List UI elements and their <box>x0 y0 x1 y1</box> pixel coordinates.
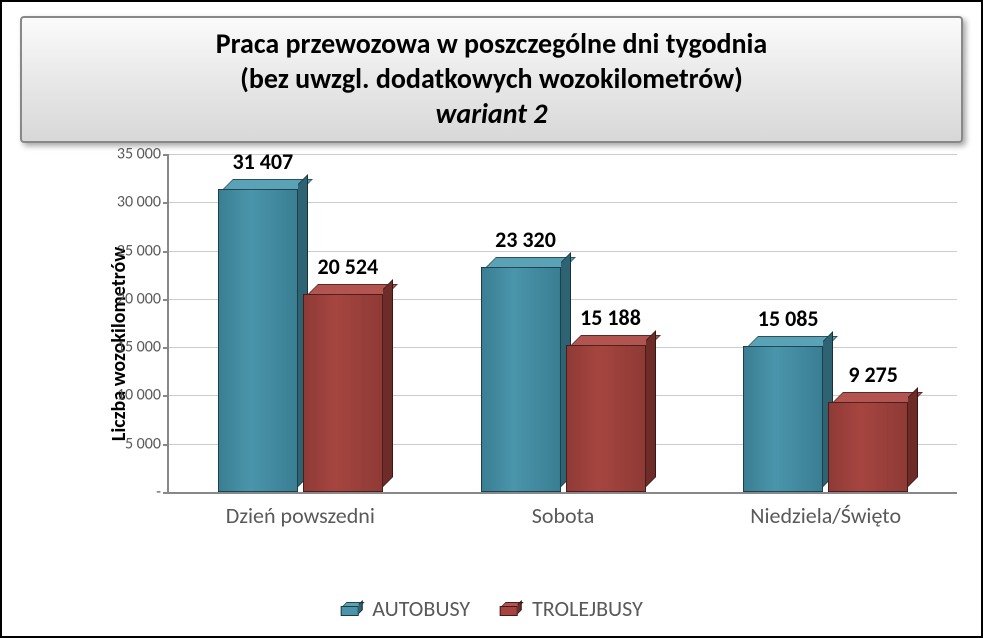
legend-item-trolejbusy: TROLEJBUSY <box>500 595 643 622</box>
y-tick-label: 15 000 <box>117 338 161 357</box>
plot-wrap: Liczba wozokilometrów -5 00010 00015 000… <box>32 154 962 534</box>
y-tick-mark <box>163 154 169 156</box>
y-tick-mark <box>163 492 169 494</box>
y-tick-mark <box>163 347 169 349</box>
y-tick-label: 10 000 <box>117 386 161 405</box>
category-label: Dzień powszedni <box>226 502 375 529</box>
legend-swatch-trolejbusy <box>500 602 524 616</box>
legend-item-autobusy: AUTOBUSY <box>340 595 470 622</box>
y-tick-label: 30 000 <box>117 193 161 212</box>
y-tick-label: 20 000 <box>117 289 161 308</box>
bar-trolejbusy-2 <box>828 402 908 492</box>
data-label: 9 275 <box>848 361 898 388</box>
data-label: 15 188 <box>580 304 641 331</box>
y-tick-label: 5 000 <box>125 434 161 453</box>
y-tick-mark <box>163 444 169 446</box>
y-tick-mark <box>163 202 169 204</box>
data-label: 23 320 <box>495 226 556 253</box>
data-label: 15 085 <box>758 305 819 332</box>
y-tick-mark <box>163 299 169 301</box>
chart-title-line3: wariant 2 <box>32 96 951 131</box>
chart-container: Praca przewozowa w poszczególne dni tygo… <box>0 0 983 638</box>
data-label: 31 407 <box>232 148 293 175</box>
category-label: Niedziela/Święto <box>750 502 901 529</box>
y-tick-mark <box>163 395 169 397</box>
y-tick-mark <box>163 251 169 253</box>
bar-trolejbusy-1 <box>566 345 646 492</box>
y-tick-label: 25 000 <box>117 241 161 260</box>
legend-label-autobusy: AUTOBUSY <box>372 595 470 622</box>
chart-title-box: Praca przewozowa w poszczególne dni tygo… <box>20 16 963 143</box>
chart-title-line1: Praca przewozowa w poszczególne dni tygo… <box>32 26 951 61</box>
legend-label-trolejbusy: TROLEJBUSY <box>532 595 643 622</box>
bar-trolejbusy-0 <box>303 294 383 492</box>
y-tick-label: - <box>156 483 161 502</box>
bar-autobusy-2 <box>743 346 823 492</box>
legend: AUTOBUSY TROLEJBUSY <box>340 595 643 622</box>
plot-area: -5 00010 00015 00020 00025 00030 00035 0… <box>167 154 957 494</box>
bar-autobusy-1 <box>481 267 561 492</box>
bar-autobusy-0 <box>218 189 298 492</box>
legend-swatch-autobusy <box>340 602 364 616</box>
chart-title-line2: (bez uwzgl. dodatkowych wozokilometrów) <box>32 61 951 96</box>
y-tick-label: 35 000 <box>117 145 161 164</box>
data-label: 20 524 <box>317 253 378 280</box>
category-label: Sobota <box>532 502 595 529</box>
